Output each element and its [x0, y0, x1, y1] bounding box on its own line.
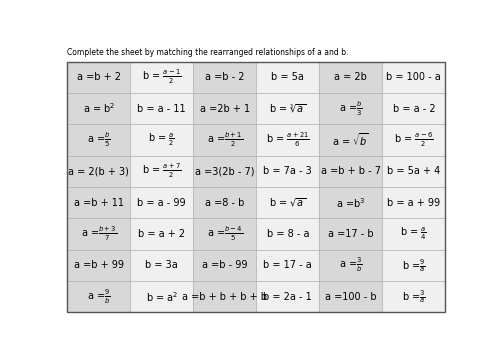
Text: a =3(2b - 7): a =3(2b - 7) [195, 166, 254, 176]
Bar [256, 124, 320, 156]
Bar [193, 250, 256, 281]
Text: a =b + 99: a =b + 99 [74, 260, 124, 270]
Bar [320, 218, 382, 250]
Bar [382, 218, 446, 250]
Bar [193, 187, 256, 218]
Text: a =17 - b: a =17 - b [328, 229, 374, 239]
Text: a =b - 2: a =b - 2 [205, 72, 244, 82]
Bar [193, 93, 256, 124]
Bar [130, 218, 193, 250]
Text: a =b - 99: a =b - 99 [202, 260, 248, 270]
Bar [67, 187, 130, 218]
Text: a =$\frac{b+3}{7}$: a =$\frac{b+3}{7}$ [80, 225, 117, 243]
Text: b = 8 - a: b = 8 - a [266, 229, 309, 239]
Bar [320, 93, 382, 124]
Text: a =b + b - 7: a =b + b - 7 [321, 166, 381, 176]
Text: b = $\frac{a-6}{2}$: b = $\frac{a-6}{2}$ [394, 131, 434, 149]
Bar [256, 93, 320, 124]
Text: a =$\frac{9}{b}$: a =$\frac{9}{b}$ [87, 287, 110, 306]
Bar [382, 281, 446, 312]
Bar [256, 62, 320, 93]
Bar [67, 250, 130, 281]
Text: b = a + 99: b = a + 99 [388, 198, 440, 207]
Bar [256, 187, 320, 218]
Bar [67, 124, 130, 156]
Text: b = $\frac{a-1}{2}$: b = $\frac{a-1}{2}$ [142, 68, 182, 86]
Text: b = $\frac{a+21}{6}$: b = $\frac{a+21}{6}$ [266, 131, 310, 149]
Text: a =$\frac{b+1}{2}$: a =$\frac{b+1}{2}$ [206, 131, 243, 149]
Bar [67, 156, 130, 187]
Bar [130, 93, 193, 124]
Text: a =b + 2: a =b + 2 [76, 72, 120, 82]
Text: b = 100 - a: b = 100 - a [386, 72, 441, 82]
Bar [67, 218, 130, 250]
Text: a =b + b + b + b: a =b + b + b + b [182, 292, 267, 302]
Text: b = a - 2: b = a - 2 [392, 104, 435, 114]
Text: b = a$^{2}$: b = a$^{2}$ [146, 290, 178, 304]
Bar [193, 218, 256, 250]
Text: b = $\sqrt{a}$: b = $\sqrt{a}$ [269, 196, 306, 209]
Bar [320, 281, 382, 312]
Bar [130, 187, 193, 218]
Text: a = 2(b + 3): a = 2(b + 3) [68, 166, 129, 176]
Bar [382, 187, 446, 218]
Bar [256, 156, 320, 187]
Text: a =8 - b: a =8 - b [205, 198, 244, 207]
Bar [256, 250, 320, 281]
Bar [130, 124, 193, 156]
Bar [67, 62, 130, 93]
Text: b = $\frac{a}{4}$: b = $\frac{a}{4}$ [400, 225, 427, 242]
Bar [382, 93, 446, 124]
Bar [382, 250, 446, 281]
Text: b = $\sqrt[3]{a}$: b = $\sqrt[3]{a}$ [269, 102, 306, 115]
Bar [130, 156, 193, 187]
Text: b = 5a + 4: b = 5a + 4 [387, 166, 440, 176]
Bar [193, 156, 256, 187]
Bar [130, 281, 193, 312]
Bar [130, 250, 193, 281]
Text: b = 17 - a: b = 17 - a [264, 260, 312, 270]
Text: b = $\frac{a+7}{2}$: b = $\frac{a+7}{2}$ [142, 162, 182, 181]
Bar [382, 62, 446, 93]
Bar [320, 156, 382, 187]
Bar [67, 281, 130, 312]
Text: b = a - 99: b = a - 99 [138, 198, 186, 207]
Text: b = a - 11: b = a - 11 [138, 104, 186, 114]
Text: a =2b + 1: a =2b + 1 [200, 104, 250, 114]
Bar [130, 62, 193, 93]
Text: a = $\sqrt{b}$: a = $\sqrt{b}$ [332, 132, 370, 148]
Bar [193, 281, 256, 312]
Text: a =100 - b: a =100 - b [325, 292, 376, 302]
Text: a = b$^{2}$: a = b$^{2}$ [82, 102, 115, 115]
Text: b = 5a: b = 5a [272, 72, 304, 82]
Bar [382, 156, 446, 187]
Text: b =$\frac{3}{a}$: b =$\frac{3}{a}$ [402, 288, 425, 305]
Bar [320, 124, 382, 156]
Bar [67, 93, 130, 124]
Text: a =b$^{3}$: a =b$^{3}$ [336, 196, 366, 210]
Text: a =$\frac{3}{b}$: a =$\frac{3}{b}$ [339, 256, 362, 274]
Text: a =$\frac{b}{3}$: a =$\frac{b}{3}$ [339, 99, 362, 118]
Text: a =b + 11: a =b + 11 [74, 198, 124, 207]
Bar [320, 187, 382, 218]
Bar [256, 281, 320, 312]
Text: b = $\frac{a}{2}$: b = $\frac{a}{2}$ [148, 131, 175, 148]
Bar [320, 250, 382, 281]
Text: b = 3a: b = 3a [146, 260, 178, 270]
Bar [320, 62, 382, 93]
Bar [193, 62, 256, 93]
Text: b = 2a - 1: b = 2a - 1 [264, 292, 312, 302]
Text: b = a + 2: b = a + 2 [138, 229, 186, 239]
Text: a = 2b: a = 2b [334, 72, 367, 82]
Text: Complete the sheet by matching the rearranged relationships of a and b.: Complete the sheet by matching the rearr… [67, 48, 348, 57]
Bar [382, 124, 446, 156]
Text: a =$\frac{b}{5}$: a =$\frac{b}{5}$ [87, 131, 110, 149]
Bar [256, 218, 320, 250]
Text: a =$\frac{b-4}{5}$: a =$\frac{b-4}{5}$ [206, 225, 243, 243]
Text: b =$\frac{9}{a}$: b =$\frac{9}{a}$ [402, 257, 425, 274]
Bar [193, 124, 256, 156]
Text: b = 7a - 3: b = 7a - 3 [264, 166, 312, 176]
